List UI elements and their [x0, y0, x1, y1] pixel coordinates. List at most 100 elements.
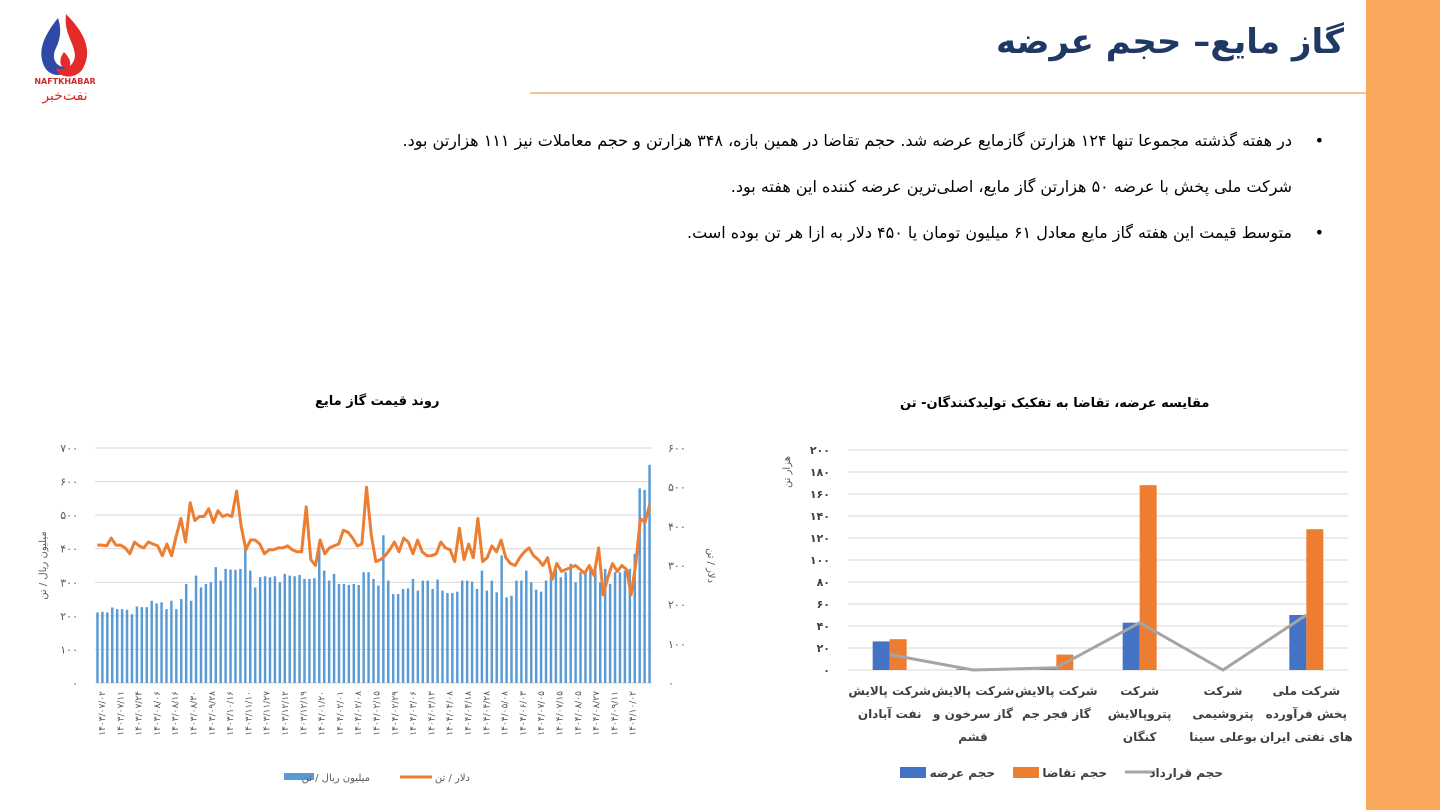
price-bar	[554, 569, 558, 683]
legend-label-contract: حجم قرارداد	[1149, 766, 1223, 780]
price-bar	[520, 580, 523, 683]
x-tick-label: ۱۴۰۴/۰۲/۱۵	[373, 691, 383, 736]
x-tick-label: ۱۴۰۴/۰۸/۲۷	[592, 691, 602, 736]
price-bar	[342, 583, 346, 683]
price-bar	[391, 594, 395, 683]
price-bar	[608, 583, 612, 683]
x-tick-label: ۱۴۰۴/۰۲/۲۹	[391, 691, 401, 736]
y2-tick-label: ۴۰۰	[668, 520, 686, 533]
price-bar	[584, 572, 587, 683]
legend-label-dollar: دلار / تن	[435, 773, 470, 784]
price-bar	[327, 580, 331, 683]
x-tick-label: گاز فجر جم	[1022, 707, 1091, 721]
price-bar	[298, 574, 301, 683]
x-tick-label: شرکت	[1120, 684, 1159, 698]
price-bar	[421, 580, 425, 683]
y-tick-label: ۷۰۰	[60, 442, 78, 455]
price-bar	[505, 597, 508, 683]
price-bar	[332, 573, 336, 683]
legend-label-rial: میلیون ریال / تن	[302, 773, 370, 784]
demand-bar	[889, 639, 907, 670]
bullet-main-supplier: شرکت ملی پخش با عرضه ۵۰ هزارتن گاز مایع،…	[730, 177, 1292, 196]
price-bar	[549, 576, 553, 683]
y-tick-label: ۱۰۰	[60, 643, 78, 656]
price-bar	[278, 582, 282, 683]
producers-chart: ۰ ۲۰ ۴۰ ۶۰ ۸۰ ۱۰۰ ۱۲۰ ۱۴۰ ۱۶۰ ۱۸۰ ۲۰۰ هزار تن شرکت پ…	[782, 444, 1353, 780]
producers-chart-title: مقایسه عرضه، تقاضا به تفکیک تولیدکنندگان…	[900, 396, 1210, 411]
price-bar	[229, 569, 232, 683]
price-bar	[416, 590, 420, 683]
price-bar	[525, 570, 528, 683]
x-tick-label: ۱۴۰۴/۰۲/۰۸	[354, 691, 364, 736]
price-bar	[544, 580, 548, 683]
price-chart-title: روند قیمت گاز مایع	[315, 394, 440, 409]
y-tick-label: ۶۰۰	[60, 476, 78, 489]
legend-swatch-demand	[1013, 767, 1039, 778]
x-tick-label: ۱۴۰۳/۰۸/۳۰	[190, 691, 200, 736]
price-bar	[480, 570, 484, 683]
bullet-price: متوسط قیمت این هفته گاز مایع معادل ۶۱ می…	[150, 222, 1324, 244]
price-bar	[367, 572, 370, 683]
y-tick-label: ۱۴۰	[810, 510, 830, 523]
y-tick-label: ۸۰	[817, 576, 830, 589]
price-bar	[579, 572, 582, 683]
price-bar	[539, 591, 543, 683]
x-tick-label: کنگان	[1123, 730, 1157, 744]
x-tick-label: های نفتی ایران	[1260, 730, 1353, 744]
price-bar	[613, 572, 617, 683]
price-bar	[594, 567, 597, 683]
price-bar	[569, 563, 572, 683]
price-bar	[239, 568, 242, 683]
price-bar	[204, 583, 208, 683]
x-tick-label: ۱۴۰۴/۰۷/۰۵	[537, 691, 547, 736]
y2-axis-title: دلار / تن	[705, 548, 716, 583]
price-bar	[574, 582, 577, 683]
x-tick-label: پخش فرآورده	[1266, 706, 1347, 722]
price-bar	[530, 582, 533, 683]
price-bar	[372, 578, 375, 683]
y2-tick-label: ۶۰۰	[668, 442, 686, 455]
y2-tick-label: ۱۰۰	[668, 638, 686, 651]
price-bar	[599, 582, 602, 683]
price-bar	[135, 606, 139, 683]
price-bar	[263, 576, 267, 683]
price-bar	[268, 577, 272, 683]
price-bar	[633, 553, 636, 683]
price-bar	[180, 599, 183, 683]
supply-bar	[1289, 615, 1307, 670]
x-tick-label: قشم	[958, 730, 987, 744]
price-bar	[559, 577, 563, 683]
price-bar	[214, 567, 217, 683]
x-tick-label: ۱۴۰۴/۰۵/۰۸	[501, 691, 511, 736]
price-bar	[485, 590, 489, 683]
x-tick-label: ۱۴۰۴/۰۴/۰۸	[446, 691, 456, 736]
price-bar	[273, 576, 277, 683]
price-bar	[431, 589, 434, 683]
legend-label-supply: حجم عرضه	[930, 766, 995, 780]
demand-bar	[1306, 529, 1324, 670]
x-tick-label: ۱۴۰۳/۰۹/۲۸	[208, 691, 218, 736]
x-tick-label: شرکت پالایش	[932, 684, 1015, 698]
price-bar	[293, 576, 296, 683]
x-tick-label: ۱۴۰۴/۰۴/۲۸	[482, 691, 492, 736]
y-tick-label: ۱۲۰	[810, 532, 830, 545]
price-bar	[199, 587, 203, 683]
price-bar	[460, 580, 464, 683]
price-bar	[313, 578, 316, 683]
price-bar	[401, 589, 405, 683]
demand-bar	[1139, 485, 1157, 670]
x-tick-label: شرکت پالایش	[1015, 684, 1098, 698]
price-bar	[170, 600, 173, 683]
price-bar	[396, 594, 400, 683]
price-bar	[234, 569, 237, 683]
price-bar	[470, 581, 474, 683]
y2-tick-label: ۲۰۰	[668, 599, 686, 612]
price-bar	[436, 579, 439, 683]
price-bar	[406, 588, 410, 683]
price-bar	[377, 585, 380, 683]
svg-text:نفت‌خبر: نفت‌خبر	[41, 88, 87, 104]
price-bar	[510, 595, 513, 683]
svg-text:NAFTKHABAR: NAFTKHABAR	[34, 77, 95, 86]
y2-tick-label: ۵۰۰	[668, 481, 686, 494]
price-bar	[288, 575, 291, 683]
